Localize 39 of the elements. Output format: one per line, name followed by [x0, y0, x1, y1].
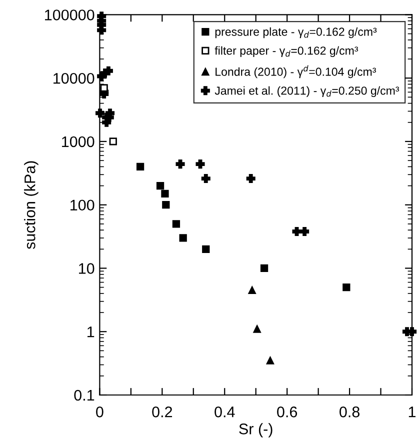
point [96, 108, 105, 118]
y-tick-label: 10 [79, 263, 94, 274]
point [136, 162, 144, 171]
y-tick-label: 0.1 [74, 390, 94, 401]
point [156, 182, 164, 190]
y-tick-label: 100000 [45, 10, 94, 20]
point [172, 220, 180, 228]
point [176, 160, 185, 169]
point [202, 245, 210, 253]
y-tick-label: 10000 [54, 72, 94, 84]
point [161, 190, 169, 198]
y-axis-title: suction (kPa) [24, 161, 38, 249]
point [292, 226, 302, 236]
point [253, 325, 261, 333]
legend-label: Jamei et al. (2011) - γ$_{d}$=0.250 g/cm³ [214, 86, 400, 98]
point [342, 283, 350, 292]
point [300, 226, 310, 236]
point [109, 138, 117, 146]
y-tick-label: 1 [88, 326, 94, 338]
x-tick-label: 0 [96, 406, 104, 418]
legend-label: pressure plate - γ$_{d}$=0.162 g/cm³ [215, 27, 377, 38]
point [260, 264, 268, 272]
point [201, 174, 210, 184]
y-tick-label: 1000 [62, 136, 94, 148]
x-tick-label: 0.4 [214, 406, 235, 418]
y-tick-label: 100 [70, 200, 94, 211]
legend-label: filter paper - γ$_{d}$=0.162 g/cm³ [214, 46, 358, 58]
x-tick-label: 0.8 [340, 406, 360, 418]
legend-label: Londra (2010) - γ$^{d}$=0.104 g/cm³ [216, 65, 376, 78]
x-tick-label: 0.2 [152, 406, 172, 418]
point [196, 160, 205, 169]
point [179, 234, 187, 242]
point [266, 356, 274, 364]
x-tick-label: 1 [408, 406, 416, 418]
point [162, 201, 170, 209]
point [246, 174, 256, 184]
x-axis-title: Sr (-) [239, 423, 272, 438]
point [248, 286, 256, 294]
x-tick-label: 0.6 [277, 406, 298, 418]
